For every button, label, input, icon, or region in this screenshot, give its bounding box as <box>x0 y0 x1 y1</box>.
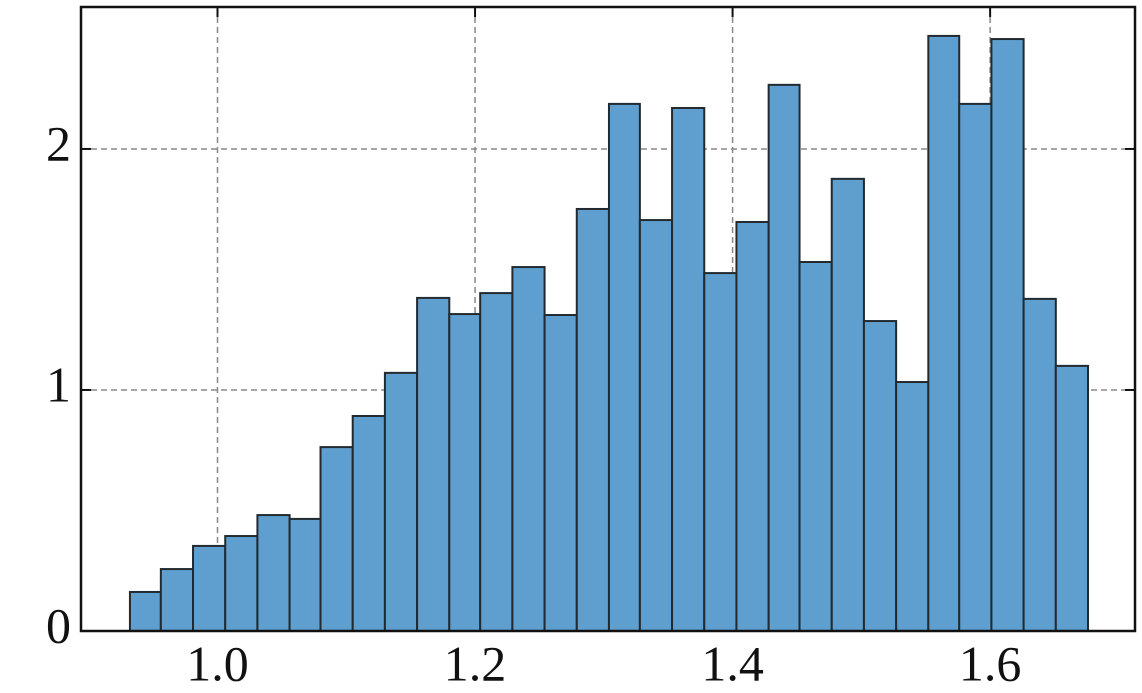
bar <box>351 415 386 633</box>
bar <box>1022 297 1057 632</box>
x-tick-label: 1.4 <box>701 635 764 691</box>
bar <box>767 83 801 632</box>
bar <box>543 314 578 632</box>
bar <box>479 292 514 632</box>
bar <box>607 102 641 633</box>
bar <box>895 381 930 632</box>
x-tick-label: 1.0 <box>186 635 249 691</box>
plot-frame <box>79 5 1137 633</box>
bar <box>224 535 259 633</box>
bar <box>159 568 195 632</box>
bar <box>192 544 227 632</box>
bar <box>735 220 770 633</box>
bar <box>511 266 546 632</box>
y-tick-label: 2 <box>46 115 71 171</box>
bar <box>288 517 322 632</box>
bar <box>958 102 993 633</box>
bar <box>798 260 833 632</box>
bar <box>256 514 291 632</box>
bar <box>319 446 354 632</box>
x-tick-label: 1.6 <box>959 635 1022 691</box>
bar <box>638 219 674 633</box>
bar <box>416 296 451 632</box>
x-tick-label: 1.2 <box>444 635 507 691</box>
y-tick-label: 1 <box>46 356 71 412</box>
bar <box>575 207 610 632</box>
bar <box>1054 364 1089 632</box>
bar <box>862 320 898 632</box>
bar <box>448 313 482 632</box>
bar <box>990 38 1025 633</box>
bar <box>703 272 738 632</box>
bar <box>927 34 961 632</box>
bar <box>830 177 865 632</box>
bar <box>671 106 706 633</box>
y-tick-label: 0 <box>46 597 71 653</box>
bar <box>128 590 162 633</box>
bar <box>383 371 419 632</box>
